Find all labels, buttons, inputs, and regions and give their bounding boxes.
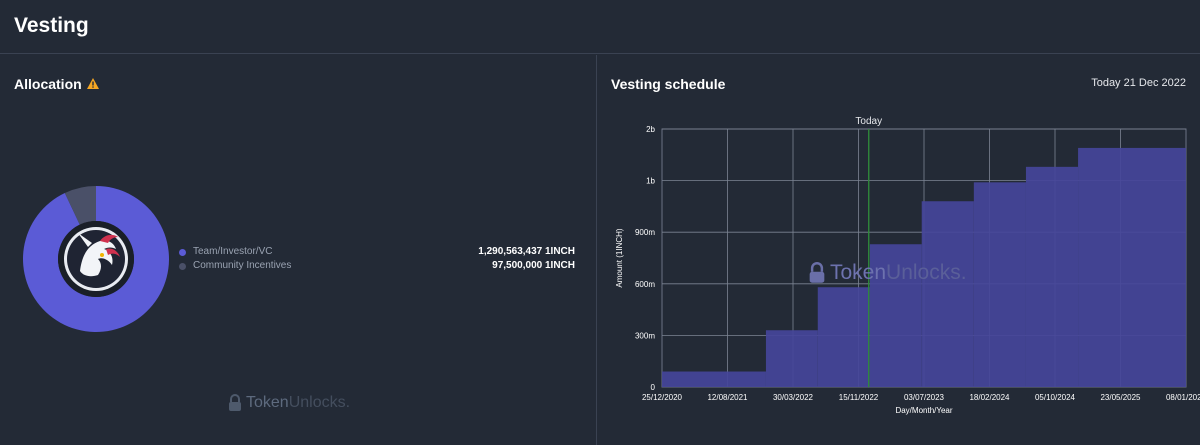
page-header: Vesting: [0, 0, 1200, 54]
legend-label: Community Incentives: [193, 260, 292, 271]
vesting-step-area: [869, 244, 922, 387]
vesting-schedule-chart: Today 0 300m 600m 900m 1b 2b 25/12/2020 12/08/…: [615, 116, 1200, 415]
legend-value: 1,290,563,437 1INCH: [478, 246, 575, 257]
donut-slice[interactable]: [64, 186, 96, 225]
vesting-step-area: [1078, 147, 1186, 387]
allocation-panel: Allocation Team/Investor/VC 1,290,563,43…: [0, 55, 597, 445]
vesting-step-area: [817, 287, 870, 387]
x-tick-label: 30/03/2022: [773, 393, 814, 402]
allocation-title: Allocation: [14, 76, 82, 92]
chart-watermark: TokenUnlocks.: [808, 261, 967, 285]
x-tick-label: 12/08/2021: [707, 393, 748, 402]
legend-item-community: Community Incentives 97,500,000 1INCH: [179, 260, 579, 274]
x-tick-label: 08/01/2026: [1166, 393, 1200, 402]
watermark-token: Token: [830, 261, 887, 284]
y-tick-label: 2b: [646, 125, 655, 134]
watermark-unlocks: Unlocks.: [288, 394, 351, 411]
warning-icon[interactable]: [87, 78, 99, 89]
y-tick-label: 300m: [635, 331, 655, 340]
vesting-step-area: [662, 371, 766, 387]
lock-icon: [809, 262, 825, 283]
y-tick-label: 0: [651, 383, 656, 392]
y-axis-label: Amount (1INCH): [615, 228, 624, 287]
donut-slice[interactable]: [22, 186, 169, 332]
watermark-unlocks: Unlocks.: [886, 261, 967, 284]
vesting-step-area: [765, 330, 818, 387]
x-tick-label: 03/07/2023: [904, 393, 945, 402]
watermark-token: Token: [246, 394, 289, 411]
today-date: Today 21 Dec 2022: [1091, 77, 1186, 89]
legend-dot: [179, 263, 186, 270]
x-tick-label: 25/12/2020: [642, 393, 683, 402]
lock-icon: [229, 394, 241, 411]
tokenunlocks-watermark: TokenUnlocks.: [228, 394, 350, 412]
x-axis-label: Day/Month/Year: [895, 406, 952, 415]
vesting-step-area: [973, 182, 1026, 387]
x-tick-label: 23/05/2025: [1100, 393, 1141, 402]
vesting-schedule-panel: Vesting schedule Today 21 Dec 2022 Today…: [598, 55, 1200, 445]
vesting-step-area: [1025, 166, 1079, 387]
allocation-donut-chart: [22, 185, 170, 333]
unicorn-logo-icon: [67, 230, 125, 288]
y-tick-label: 1b: [646, 177, 655, 186]
y-tick-label: 600m: [635, 280, 655, 289]
y-tick-label: 900m: [635, 228, 655, 237]
page-title: Vesting: [14, 14, 89, 37]
vesting-step-area: [921, 201, 974, 387]
x-tick-label: 18/02/2024: [969, 393, 1010, 402]
x-tick-label: 15/11/2022: [839, 393, 879, 402]
legend-label: Team/Investor/VC: [193, 246, 273, 257]
today-marker-label: Today: [855, 116, 882, 127]
legend-item-team: Team/Investor/VC 1,290,563,437 1INCH: [179, 246, 579, 260]
legend-dot: [179, 249, 186, 256]
vesting-schedule-title: Vesting schedule: [611, 76, 726, 92]
x-tick-label: 05/10/2024: [1035, 393, 1076, 402]
legend-value: 97,500,000 1INCH: [492, 260, 575, 271]
